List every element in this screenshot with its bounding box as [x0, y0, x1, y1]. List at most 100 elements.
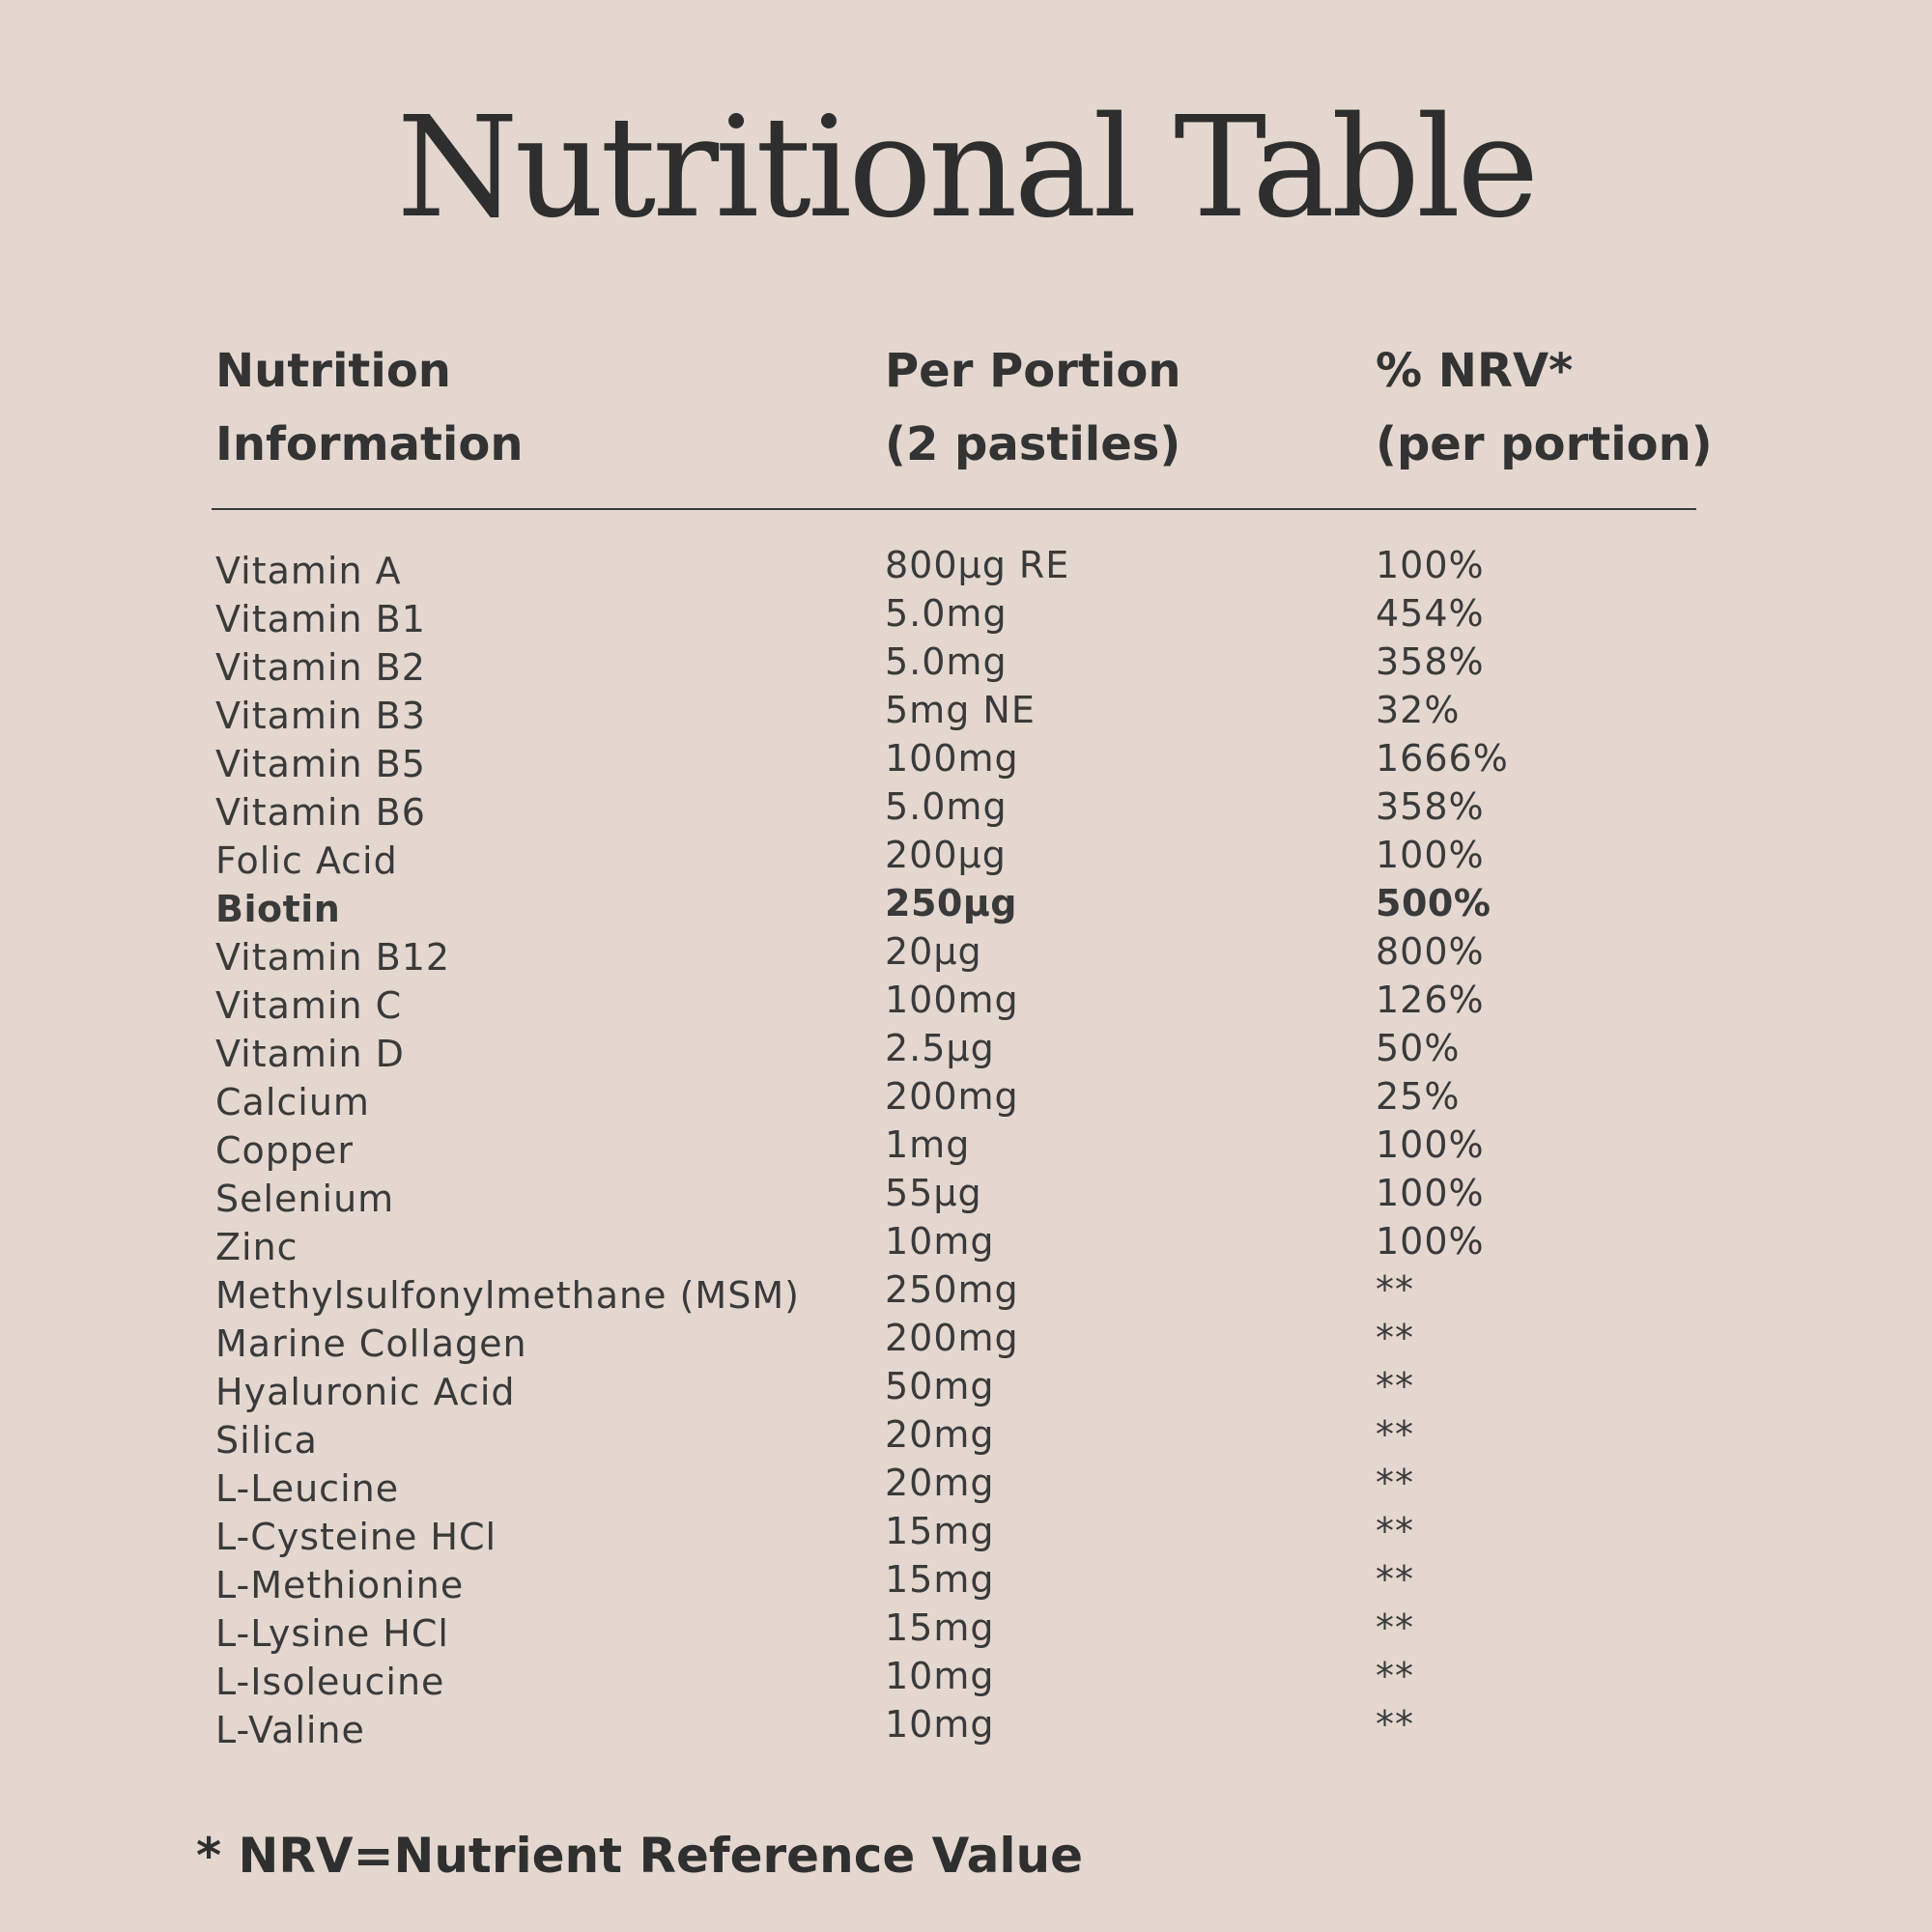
column-header-nutrient: Nutrition Information [215, 334, 524, 481]
table-row: Hyaluronic Acid 50mg ** [0, 1362, 1932, 1413]
nutrient-name: Silica [215, 1419, 318, 1462]
nutrient-name: Vitamin A [215, 550, 402, 592]
nutrient-name: Vitamin B1 [215, 598, 426, 640]
nutrient-name: Selenium [215, 1178, 395, 1220]
per-portion-value: 10mg [885, 1220, 995, 1263]
table-row: Methylsulfonylmethane (MSM) 250mg ** [0, 1265, 1932, 1317]
per-portion-value: 20mg [885, 1462, 995, 1504]
per-portion-value: 10mg [885, 1703, 995, 1746]
table-row: L-Valine 10mg ** [0, 1700, 1932, 1751]
per-portion-value: 200mg [885, 1317, 1019, 1359]
nrv-value: ** [1376, 1462, 1414, 1504]
nrv-value: 25% [1376, 1075, 1461, 1118]
per-portion-value: 5.0mg [885, 640, 1008, 683]
nrv-value: ** [1376, 1268, 1414, 1311]
per-portion-value: 250µg [885, 882, 1017, 924]
nrv-value: 100% [1376, 1123, 1485, 1166]
nutrient-name: L-Isoleucine [215, 1661, 445, 1703]
column-header-nrv: % NRV* (per portion) [1376, 334, 1713, 481]
table-body: Vitamin A 800µg RE 100% Vitamin B1 5.0mg 454%… [0, 541, 1932, 1751]
table-row: L-Leucine 20mg ** [0, 1459, 1932, 1510]
column-header-line: Information [215, 417, 524, 471]
nutrient-name: Methylsulfonylmethane (MSM) [215, 1274, 800, 1317]
nrv-value: 50% [1376, 1027, 1461, 1069]
nrv-value: ** [1376, 1558, 1414, 1601]
per-portion-value: 200µg [885, 834, 1007, 876]
nrv-value: 500% [1376, 882, 1492, 924]
per-portion-value: 200mg [885, 1075, 1019, 1118]
table-row: L-Cysteine HCl 15mg ** [0, 1507, 1932, 1558]
per-portion-value: 15mg [885, 1510, 995, 1552]
nrv-value: 358% [1376, 785, 1485, 828]
nutrient-name: L-Methionine [215, 1564, 465, 1606]
per-portion-value: 20mg [885, 1413, 995, 1456]
nrv-value: 100% [1376, 1172, 1485, 1214]
per-portion-value: 50mg [885, 1365, 995, 1407]
table-row: Vitamin A 800µg RE 100% [0, 541, 1932, 592]
table-row: Vitamin B2 5.0mg 358% [0, 638, 1932, 689]
nutrient-name: Hyaluronic Acid [215, 1371, 516, 1413]
nrv-value: ** [1376, 1703, 1414, 1746]
per-portion-value: 5.0mg [885, 592, 1008, 635]
nutrient-name: Zinc [215, 1226, 298, 1268]
table-header: Nutrition Information Per Portion (2 pas… [0, 334, 1932, 498]
table-row: Zinc 10mg 100% [0, 1217, 1932, 1268]
column-header-line: Per Portion [885, 344, 1181, 398]
nutrient-name: Vitamin D [215, 1033, 405, 1075]
nutrient-name: L-Cysteine HCl [215, 1516, 497, 1558]
table-row: L-Lysine HCl 15mg ** [0, 1604, 1932, 1655]
column-header-line: (per portion) [1376, 417, 1713, 471]
per-portion-value: 2.5µg [885, 1027, 995, 1069]
nrv-value: 32% [1376, 689, 1461, 731]
nutrient-name: Calcium [215, 1081, 370, 1123]
per-portion-value: 15mg [885, 1558, 995, 1601]
nrv-value: ** [1376, 1317, 1414, 1359]
per-portion-value: 100mg [885, 979, 1019, 1021]
nutrient-name: L-Valine [215, 1709, 365, 1751]
per-portion-value: 15mg [885, 1606, 995, 1649]
nutrient-name: L-Lysine HCl [215, 1612, 449, 1655]
table-row: Vitamin B5 100mg 1666% [0, 734, 1932, 785]
per-portion-value: 5mg NE [885, 689, 1036, 731]
per-portion-value: 250mg [885, 1268, 1019, 1311]
table-row: Vitamin C 100mg 126% [0, 976, 1932, 1027]
table-row: L-Isoleucine 10mg ** [0, 1652, 1932, 1703]
nrv-value: 100% [1376, 544, 1485, 586]
table-row: Biotin 250µg 500% [0, 879, 1932, 930]
column-header-line: % NRV* [1376, 344, 1574, 398]
per-portion-value: 55µg [885, 1172, 982, 1214]
table-row: Vitamin B12 20µg 800% [0, 927, 1932, 979]
per-portion-value: 10mg [885, 1655, 995, 1697]
nutrient-name: Vitamin B6 [215, 791, 426, 834]
column-header-line: Nutrition [215, 344, 451, 398]
nutrient-name: Biotin [215, 888, 341, 930]
header-divider [212, 508, 1696, 510]
nutrient-name: Vitamin C [215, 984, 403, 1027]
table-row: Vitamin D 2.5µg 50% [0, 1024, 1932, 1075]
nrv-value: 100% [1376, 1220, 1485, 1263]
table-row: L-Methionine 15mg ** [0, 1555, 1932, 1606]
nrv-value: 800% [1376, 930, 1485, 973]
page-title: Nutritional Table [396, 86, 1540, 248]
per-portion-value: 100mg [885, 737, 1019, 780]
nrv-value: ** [1376, 1413, 1414, 1456]
nrv-value: 358% [1376, 640, 1485, 683]
table-row: Calcium 200mg 25% [0, 1072, 1932, 1123]
nrv-value: ** [1376, 1510, 1414, 1552]
table-row: Selenium 55µg 100% [0, 1169, 1932, 1220]
table-row: Vitamin B6 5.0mg 358% [0, 782, 1932, 834]
table-row: Vitamin B1 5.0mg 454% [0, 589, 1932, 640]
nutrient-name: Copper [215, 1129, 355, 1172]
table-row: Copper 1mg 100% [0, 1121, 1932, 1172]
table-row: Folic Acid 200µg 100% [0, 831, 1932, 882]
nutrient-name: Vitamin B2 [215, 646, 426, 689]
nrv-value: 126% [1376, 979, 1485, 1021]
nutrient-name: Vitamin B5 [215, 743, 426, 785]
per-portion-value: 800µg RE [885, 544, 1070, 586]
nutrient-name: Vitamin B3 [215, 695, 426, 737]
table-row: Vitamin B3 5mg NE 32% [0, 686, 1932, 737]
nrv-value: ** [1376, 1606, 1414, 1649]
nrv-value: 1666% [1376, 737, 1509, 780]
nrv-value: 454% [1376, 592, 1485, 635]
nrv-value: 100% [1376, 834, 1485, 876]
